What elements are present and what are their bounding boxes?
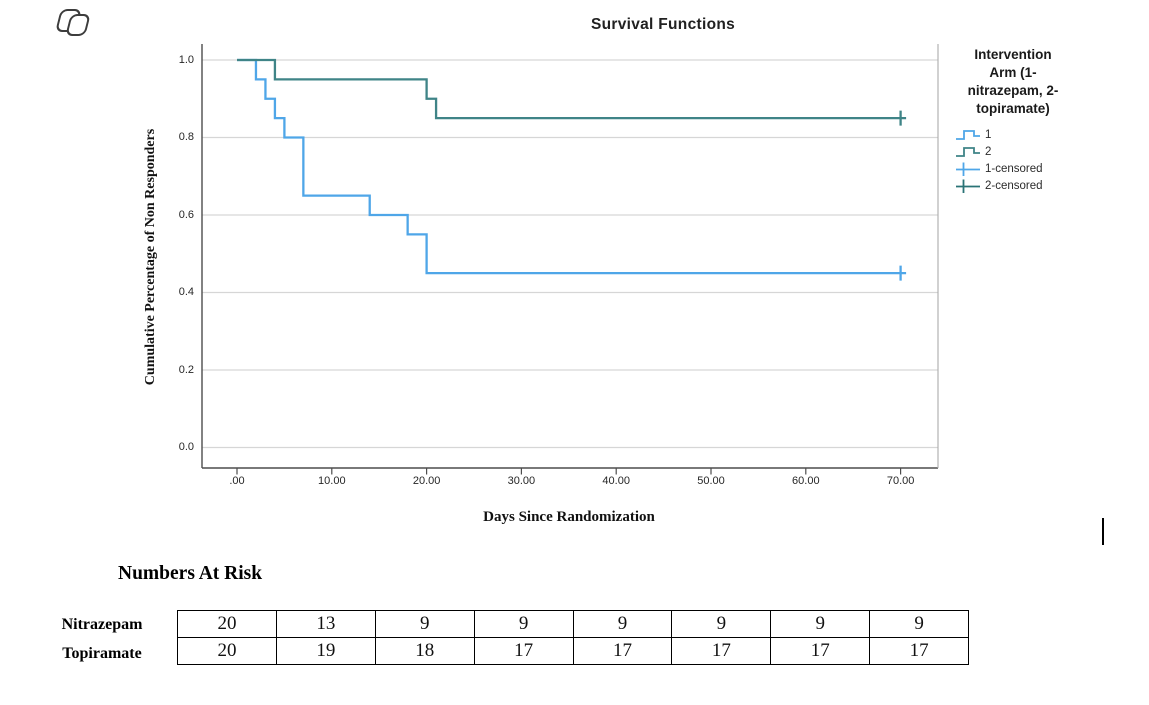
risk-cell: 19 [275, 637, 376, 665]
x-axis-title: Days Since Randomization [483, 509, 655, 525]
step-line-icon [956, 130, 980, 141]
y-tick-label: 0.0 [178, 441, 194, 453]
risk-row-label: Nitrazepam [61, 616, 143, 633]
legend-entry: 2-censored [955, 177, 1145, 194]
survival-curve-1 [237, 58, 907, 275]
risk-cell: 17 [473, 637, 574, 665]
risk-cell: 9 [473, 610, 574, 638]
chart-title: Survival Functions [590, 16, 736, 33]
x-tick-label: .00 [229, 475, 245, 487]
risk-cell: 18 [374, 637, 475, 665]
x-tick-label: 50.00 [697, 475, 725, 487]
legend-entry: 1-censored [955, 161, 1145, 178]
legend-entry-label: 2 [985, 146, 992, 159]
censored-plus-icon [956, 179, 980, 193]
risk-cell: 9 [374, 610, 475, 638]
risk-table-row: 20 13 9 9 9 9 9 9 [177, 610, 969, 638]
y-tick-label: 0.4 [178, 286, 194, 298]
numbers-at-risk-heading: Numbers At Risk [118, 563, 263, 584]
risk-row-labels: Nitrazepam Topiramate [34, 610, 170, 668]
survival-curve-2 [237, 58, 907, 120]
x-tick-label: 10.00 [318, 475, 346, 487]
legend-entry: 2 [955, 144, 1145, 161]
legend-entry: 1 [955, 127, 1145, 144]
legend: 1 2 1-censored 2-censored [955, 127, 1145, 194]
x-tick-label: 20.00 [412, 475, 441, 487]
risk-table-row: 20 19 18 17 17 17 17 17 [177, 637, 969, 665]
numbers-at-risk-table: 20 13 9 9 9 9 9 9 20 19 18 17 17 17 17 17 [177, 610, 969, 665]
risk-cell: 17 [869, 637, 969, 665]
legend-entry-label: 2-censored [985, 179, 1043, 192]
risk-cell: 9 [572, 610, 673, 638]
risk-cell: 9 [770, 610, 871, 638]
risk-row-label: Topiramate [62, 645, 142, 662]
y-tick-label: 0.8 [178, 131, 194, 143]
risk-cell: 9 [671, 610, 772, 638]
y-axis-title: Cumulative Percentage of Non Responders [143, 128, 158, 386]
censored-plus-icon [956, 162, 980, 176]
y-tick-label: 0.2 [178, 363, 194, 376]
risk-cell: 17 [572, 637, 673, 665]
legend-title-line: Arm (1- [989, 65, 1037, 80]
legend-title: Intervention Arm (1- nitrazepam, 2- topiram… [938, 46, 1088, 118]
x-tick-label: 60.00 [792, 475, 820, 487]
risk-cell: 17 [671, 637, 772, 665]
y-tick-label: 1.0 [178, 53, 194, 66]
legend-entry-label: 1 [985, 129, 992, 142]
risk-cell: 20 [177, 637, 277, 665]
risk-cell: 13 [275, 610, 376, 638]
x-tick-label: 40.00 [602, 475, 630, 487]
legend-title-line: Intervention [974, 47, 1052, 62]
x-tick-label: 70.00 [886, 475, 915, 487]
risk-cell: 9 [869, 610, 969, 638]
text-cursor-mark [1102, 518, 1104, 545]
legend-title-line: nitrazepam, 2- [967, 83, 1059, 98]
y-tick-label: 0.6 [178, 208, 194, 221]
legend-entry-label: 1-censored [985, 162, 1043, 175]
risk-cell: 20 [177, 610, 277, 638]
risk-cell: 17 [770, 637, 871, 665]
x-tick-label: 30.00 [507, 475, 536, 487]
legend-title-line: topiramate) [976, 101, 1050, 116]
step-line-icon [956, 147, 980, 158]
